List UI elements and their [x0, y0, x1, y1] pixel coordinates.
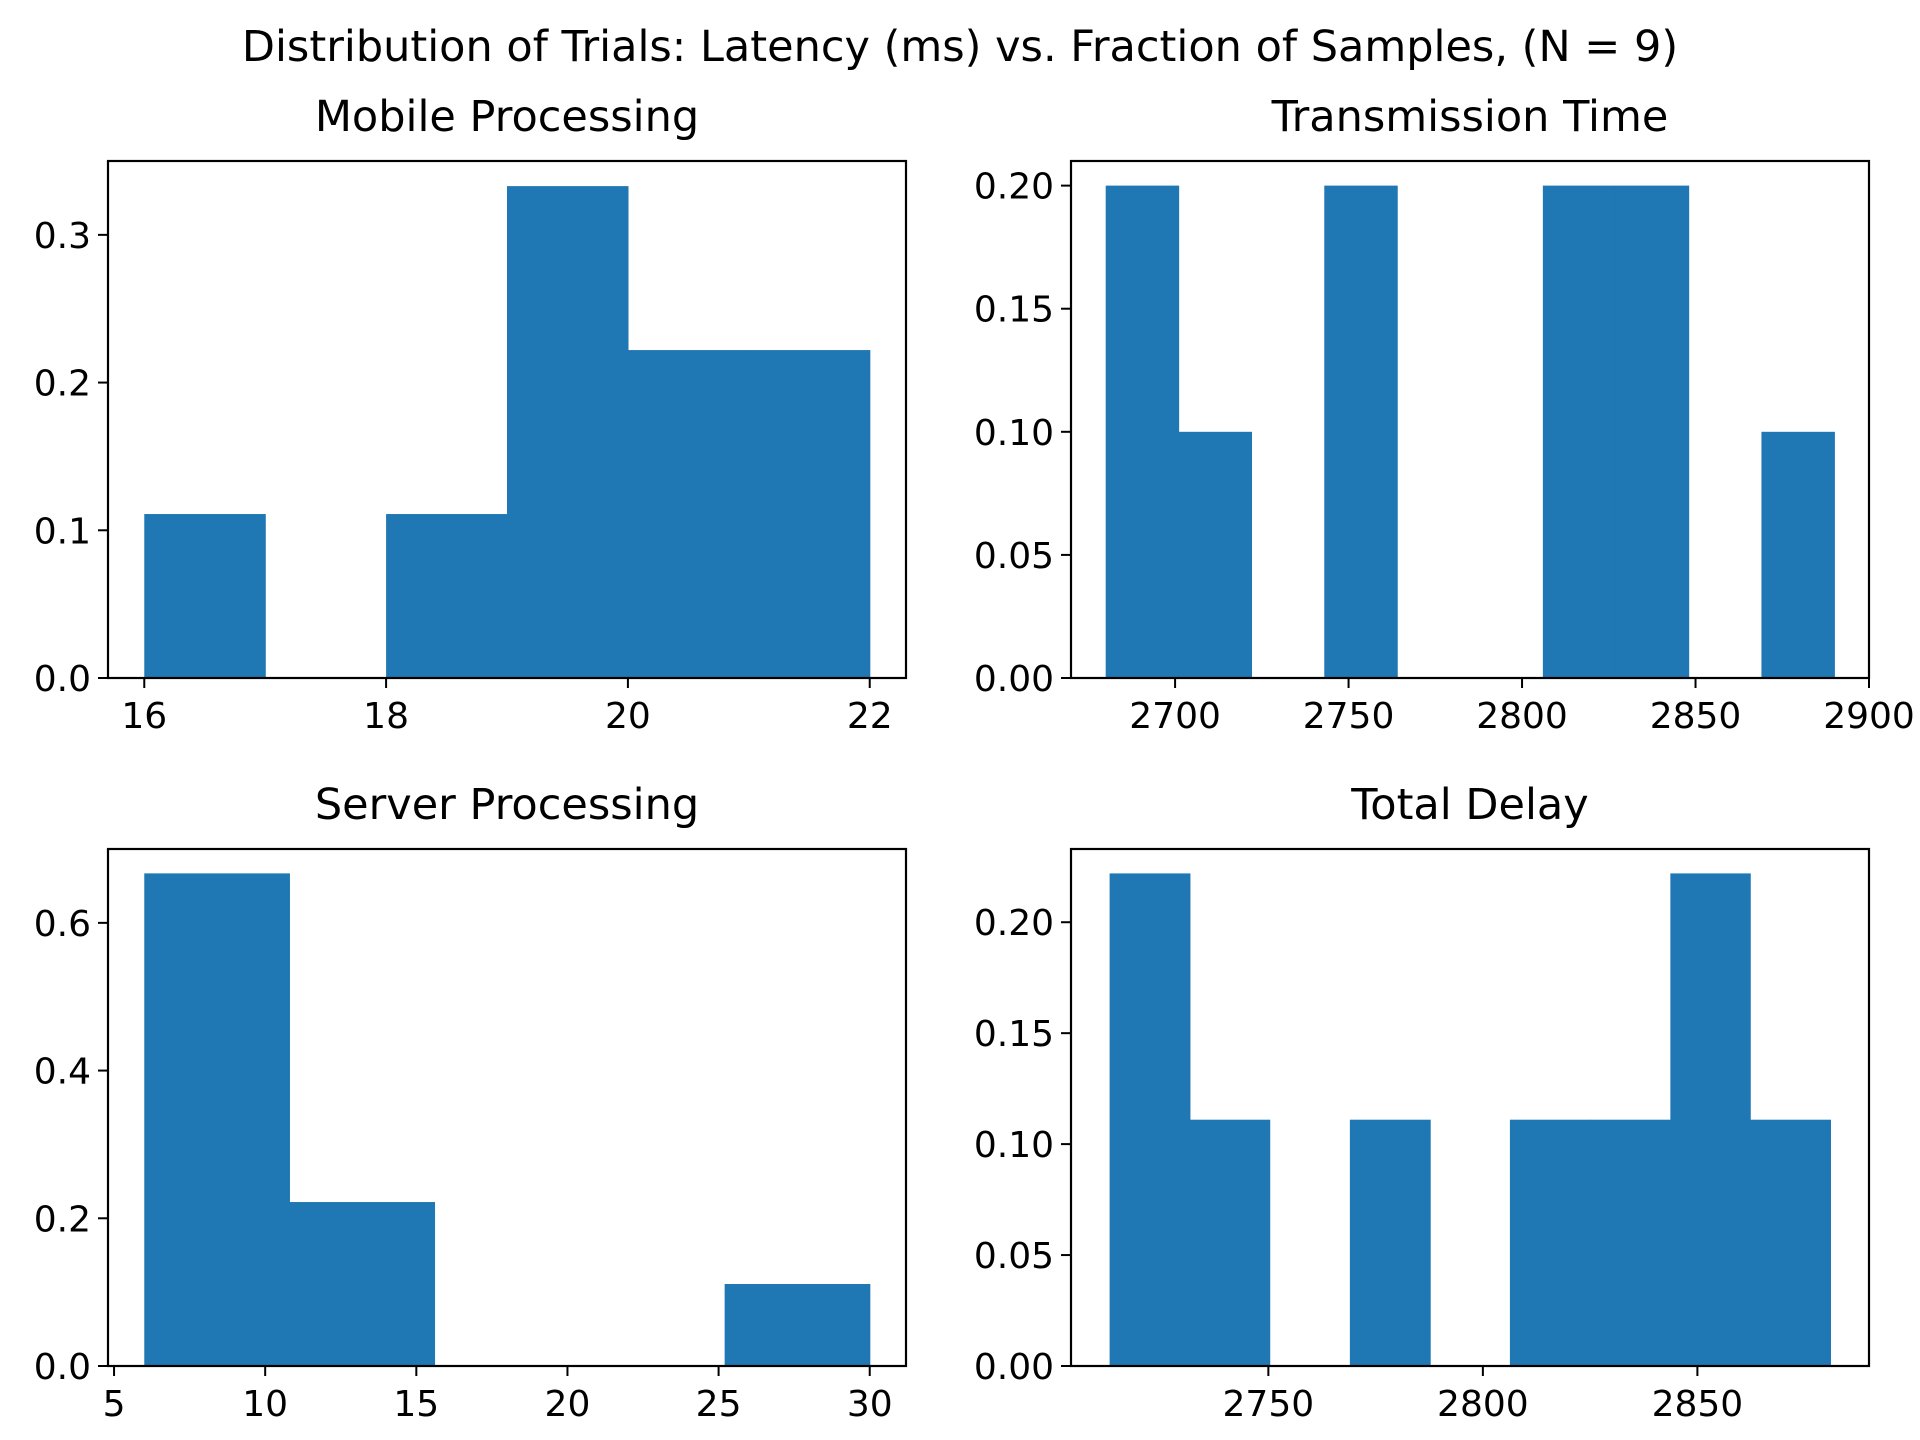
histogram-bar	[1509, 1119, 1591, 1366]
y-tick-label: 0.0	[34, 659, 91, 700]
histogram-bar	[1349, 1119, 1431, 1366]
y-tick-label: 0.15	[974, 1014, 1054, 1055]
y-tick-label: 0.05	[974, 536, 1054, 577]
histogram-bar	[1542, 185, 1617, 678]
subplot-title: Total Delay	[1350, 780, 1588, 830]
histogram-bar	[1761, 431, 1835, 678]
subplot-2: Transmission Time 2700 2750 2800 2850 2900 0.0…	[974, 92, 1915, 737]
y-tick-label: 0.20	[974, 167, 1054, 208]
y-tick-label: 0.3	[34, 216, 91, 257]
subplot-title: Server Processing	[315, 780, 699, 830]
histogram-bar	[724, 1284, 871, 1366]
x-tick-label: 2700	[1129, 696, 1221, 737]
y-tick-label: 0.00	[974, 1347, 1054, 1388]
histogram-bar	[1178, 431, 1253, 678]
x-tick-label: 2850	[1652, 1384, 1744, 1425]
x-tick-label: 2800	[1437, 1384, 1529, 1425]
histogram-bar	[748, 350, 871, 678]
x-tick-label: 22	[847, 696, 893, 737]
subplot-title: Mobile Processing	[315, 92, 699, 142]
x-tick-label: 30	[847, 1384, 893, 1425]
histogram-bar	[507, 186, 629, 678]
y-tick-label: 0.15	[974, 290, 1054, 331]
subplot-1: Mobile Processing 16 18 20 22 0.0 0.1 0.2 0.3	[34, 92, 908, 737]
x-tick-label: 2750	[1223, 1384, 1315, 1425]
y-tick-label: 0.05	[974, 1236, 1054, 1277]
y-tick-label: 0.1	[34, 511, 91, 552]
y-tick-label: 0.4	[34, 1052, 91, 1093]
axes-frame	[1069, 159, 1871, 680]
histogram-bar	[144, 873, 290, 1366]
y-tick-label: 0.20	[974, 903, 1054, 944]
axes-frame	[106, 847, 908, 1368]
histogram-bar	[144, 514, 266, 678]
y-tick-label: 0.2	[34, 1199, 91, 1240]
histogram-bar	[1324, 185, 1398, 678]
x-tick-label: 20	[545, 1384, 591, 1425]
histogram-bar	[627, 350, 750, 678]
x-tick-label: 16	[121, 696, 167, 737]
histogram-bar	[386, 514, 508, 678]
histogram-bar	[1750, 1119, 1831, 1366]
y-tick-label: 0.10	[974, 1125, 1054, 1166]
x-tick-label: 2800	[1476, 696, 1568, 737]
histogram-bar	[1109, 873, 1191, 1366]
y-tick-label: 0.2	[34, 364, 91, 405]
histogram-bar	[1615, 185, 1690, 678]
x-tick-label: 10	[242, 1384, 288, 1425]
axes-frame	[106, 159, 908, 680]
histogram-bar	[1590, 1119, 1671, 1366]
subplot-title: Transmission Time	[1271, 92, 1669, 142]
y-tick-label: 0.00	[974, 659, 1054, 700]
subplot-3: Server Processing 5 10 15 20 25 30 0.0 0.2 0.4 0.6	[34, 780, 908, 1425]
histogram-bar	[1670, 873, 1751, 1366]
x-tick-label: 20	[605, 696, 651, 737]
x-tick-label: 5	[103, 1384, 126, 1425]
y-tick-label: 0.6	[34, 904, 91, 945]
y-tick-label: 0.10	[974, 413, 1054, 454]
histogram-bar	[1189, 1119, 1271, 1366]
x-tick-label: 25	[696, 1384, 742, 1425]
axes-frame	[1069, 847, 1871, 1368]
x-tick-label: 2900	[1823, 696, 1915, 737]
x-tick-label: 2750	[1303, 696, 1395, 737]
y-tick-label: 0.0	[34, 1347, 91, 1388]
histogram-bar	[289, 1202, 436, 1366]
x-tick-label: 15	[393, 1384, 439, 1425]
figure-title: Distribution of Trials: Latency (ms) vs.…	[241, 22, 1679, 72]
x-tick-label: 18	[363, 696, 409, 737]
x-tick-label: 2850	[1650, 696, 1742, 737]
subplot-4: Total Delay 2750 2800 2850 0.00 0.05 0.10 0.15 0…	[974, 780, 1871, 1425]
histogram-bar	[1105, 185, 1180, 678]
